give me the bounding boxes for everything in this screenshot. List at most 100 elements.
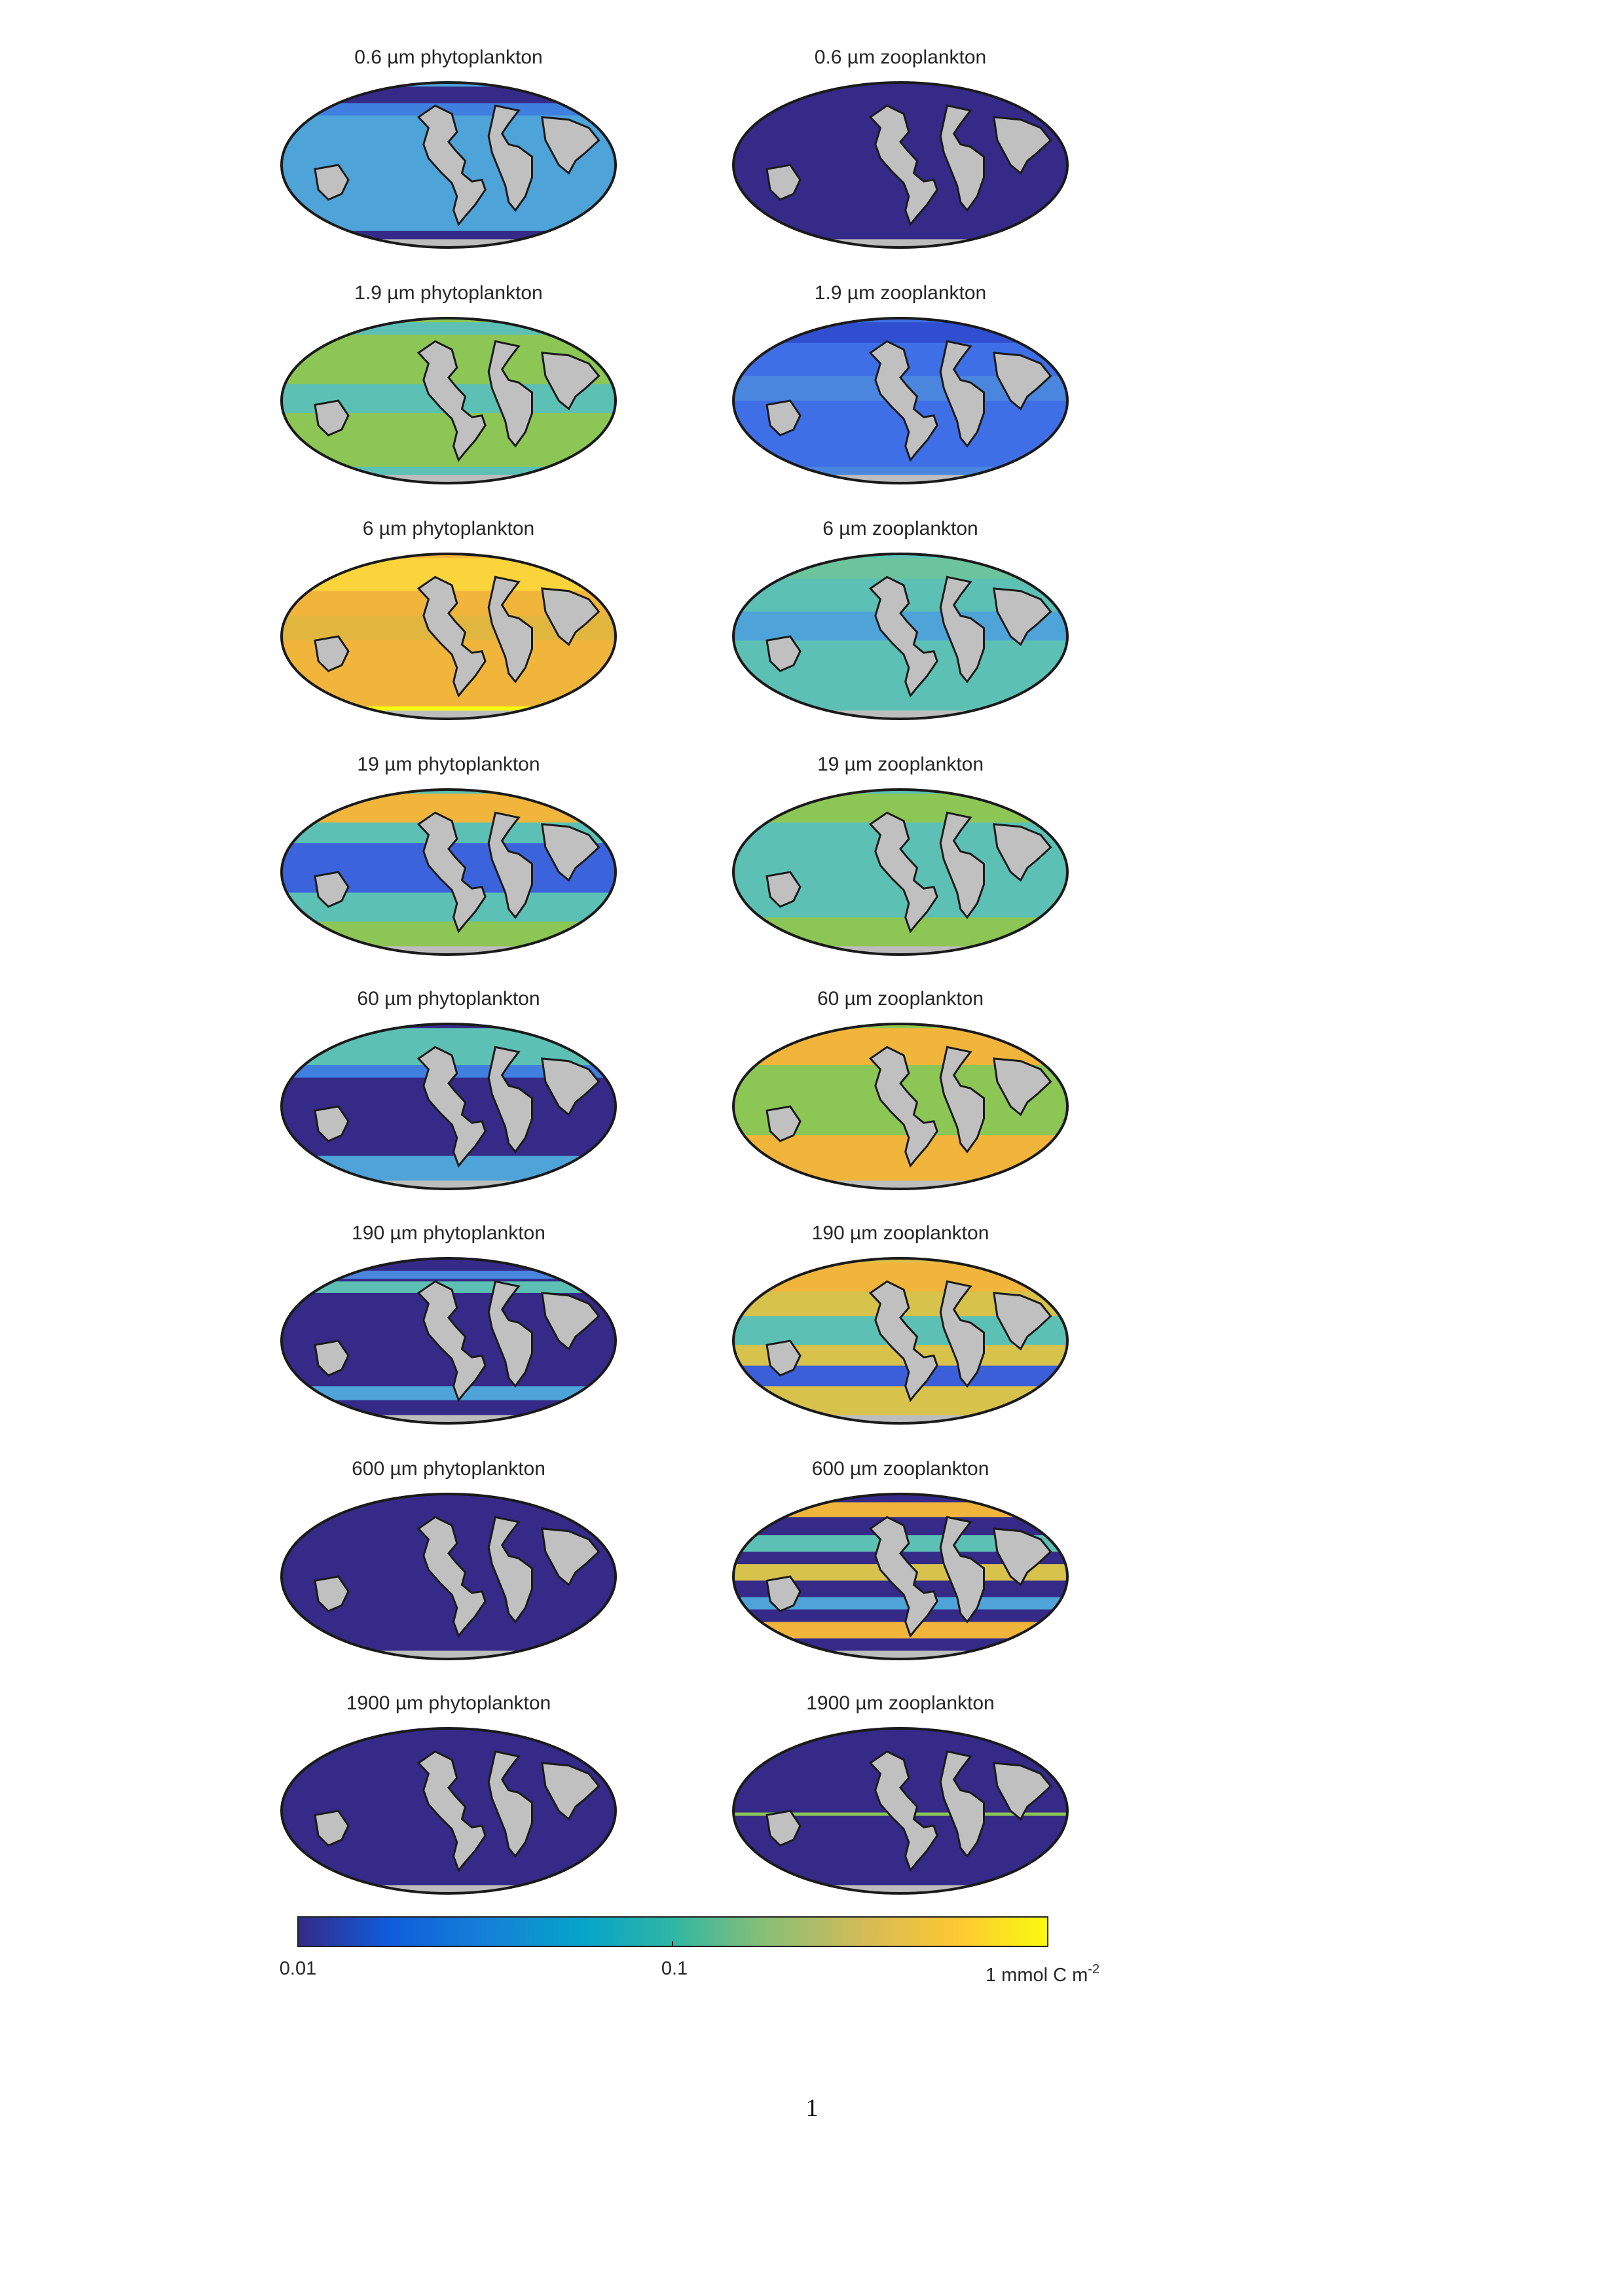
continent-land — [541, 823, 600, 882]
continent-land — [487, 104, 533, 212]
panel-title: 0.6 µm phytoplankton — [354, 46, 542, 68]
map-outline — [280, 317, 617, 484]
continent-land — [314, 1105, 350, 1142]
map-field — [733, 554, 1067, 719]
map-outline — [732, 81, 1069, 249]
ocean-band — [282, 86, 616, 103]
continent-land — [314, 635, 350, 672]
continent-land — [416, 104, 487, 227]
continent-land — [416, 575, 487, 698]
continent-land — [766, 1575, 802, 1613]
continent-land — [487, 340, 533, 448]
map-panel: 60 µm zooplankton — [732, 988, 1069, 1190]
continent-land — [314, 1810, 350, 1847]
ocean-band — [282, 322, 616, 335]
map-panel: 19 µm phytoplankton — [280, 754, 617, 956]
map-panel: 190 µm zooplankton — [732, 1222, 1069, 1425]
continent-land — [993, 116, 1052, 175]
continent-land — [541, 352, 600, 410]
continent-land — [541, 1292, 600, 1351]
map-outline — [732, 1727, 1069, 1895]
continent-land — [868, 1280, 938, 1402]
continent-land — [868, 340, 938, 462]
panel-title: 1.9 µm phytoplankton — [354, 282, 542, 304]
continent-land — [416, 1750, 487, 1872]
continent-land — [314, 164, 350, 201]
panel-title: 19 µm phytoplankton — [357, 754, 540, 775]
panel-title: 6 µm zooplankton — [822, 518, 978, 539]
continent-land — [993, 1292, 1052, 1351]
map-outline — [280, 1493, 617, 1660]
continent-land — [487, 1516, 533, 1624]
ocean-band — [733, 1597, 1067, 1610]
continent-land — [868, 1750, 938, 1872]
map-panel: 190 µm phytoplankton — [280, 1222, 617, 1425]
map-outline — [280, 81, 617, 249]
continent-land — [939, 1750, 985, 1858]
continent-land — [766, 871, 802, 908]
ocean-band — [282, 103, 616, 116]
panel-title: 1.9 µm zooplankton — [815, 282, 986, 304]
continent-land — [766, 1339, 802, 1377]
panel-title: 190 µm zooplankton — [812, 1222, 989, 1244]
map-panel: 60 µm phytoplankton — [280, 988, 617, 1190]
map-outline — [732, 1257, 1069, 1425]
continent-land — [993, 1762, 1052, 1821]
map-panel: 1900 µm zooplankton — [732, 1692, 1069, 1895]
map-panel: 6 µm zooplankton — [732, 518, 1069, 720]
continent-land — [766, 399, 802, 437]
map-outline — [732, 1023, 1069, 1190]
continent-land — [993, 1057, 1052, 1116]
continent-land — [314, 399, 350, 437]
colorbar-unit-superscript: -2 — [1088, 1962, 1099, 1977]
colorbar-tick-label-0: 0.01 — [280, 1958, 316, 1979]
continent-land — [868, 104, 938, 227]
map-field — [282, 1024, 616, 1189]
map-field — [282, 1728, 616, 1893]
continent-land — [416, 811, 487, 934]
panel-title: 6 µm phytoplankton — [363, 518, 534, 539]
continent-land — [487, 1046, 533, 1154]
continent-land — [314, 1339, 350, 1377]
continent-land — [416, 340, 487, 462]
continent-land — [993, 823, 1052, 882]
continent-land — [541, 1762, 600, 1821]
continent-land — [314, 1575, 350, 1613]
map-field — [733, 82, 1067, 247]
ocean-band — [282, 1270, 616, 1279]
continent-land — [993, 587, 1052, 646]
continent-land — [416, 1046, 487, 1168]
map-panel: 1.9 µm zooplankton — [732, 282, 1069, 484]
continent-land — [416, 1280, 487, 1402]
colorbar-unit-text: 1 mmol C m — [986, 1965, 1088, 1986]
map-panels: 0.6 µm phytoplankton 0.6 µm zooplankton 1.… — [280, 46, 1069, 1895]
map-panel: 19 µm zooplankton — [732, 754, 1069, 956]
continent-land — [766, 164, 802, 201]
continent-land — [487, 811, 533, 919]
panel-title: 600 µm phytoplankton — [352, 1458, 545, 1480]
map-field — [282, 1494, 616, 1659]
panel-title: 60 µm phytoplankton — [357, 988, 540, 1010]
continent-land — [993, 1527, 1052, 1586]
panel-title: 0.6 µm zooplankton — [815, 46, 986, 68]
continent-land — [541, 116, 600, 175]
continent-land — [939, 1046, 985, 1154]
colorbar-tick-label-1: 0.1 — [661, 1958, 688, 1979]
continent-land — [993, 352, 1052, 410]
panel-title: 19 µm zooplankton — [817, 754, 984, 775]
map-outline — [732, 788, 1069, 956]
continent-land — [868, 575, 938, 698]
continent-land — [868, 1046, 938, 1168]
continent-land — [766, 635, 802, 672]
page-number: 1 — [805, 2094, 819, 2122]
continent-land — [939, 811, 985, 919]
continent-land — [868, 811, 938, 934]
ocean-band — [733, 558, 1067, 579]
map-panel: 600 µm phytoplankton — [280, 1458, 617, 1660]
map-field — [733, 1494, 1067, 1659]
continent-land — [766, 1105, 802, 1142]
panel-title: 1900 µm zooplankton — [806, 1692, 994, 1714]
ocean-band — [733, 1502, 1067, 1518]
map-outline — [732, 317, 1069, 484]
map-outline — [280, 553, 617, 720]
